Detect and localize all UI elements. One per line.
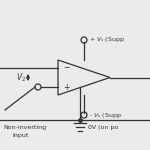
Text: Input: Input xyxy=(12,132,28,138)
Text: +: + xyxy=(63,82,69,91)
Text: −: − xyxy=(63,63,69,72)
Text: - $V_s$ (Supp: - $V_s$ (Supp xyxy=(89,111,122,120)
Text: + $V_s$ (Supp: + $V_s$ (Supp xyxy=(89,36,125,45)
Text: $V_2$: $V_2$ xyxy=(16,71,26,84)
Text: 0V (on po: 0V (on po xyxy=(88,126,118,130)
Text: Non-inverting: Non-inverting xyxy=(3,126,46,130)
